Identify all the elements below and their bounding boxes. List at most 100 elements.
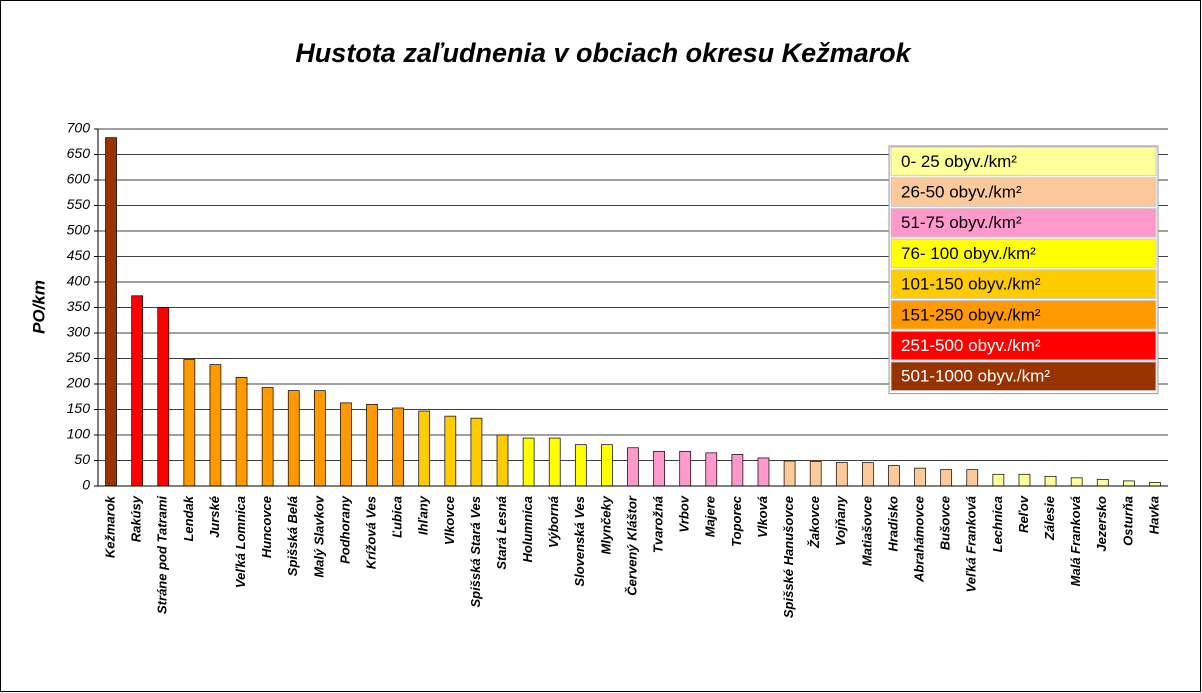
legend-swatch	[890, 361, 1157, 392]
bar	[783, 460, 796, 487]
bar	[392, 407, 404, 487]
x-tick-label: Spišské Hanušovce	[781, 496, 796, 618]
legend-label: 501-1000 obyv./km²	[901, 367, 1050, 386]
x-tick-label: Podhorany	[337, 495, 352, 564]
bar	[940, 469, 953, 487]
y-tick-label: 600	[67, 171, 91, 187]
bar	[470, 417, 483, 487]
x-tick-label: Červený Kláštor	[624, 495, 639, 596]
bar	[261, 387, 274, 487]
y-tick-label: 200	[66, 375, 91, 391]
x-tick-label: Jurské	[207, 496, 222, 538]
bar	[914, 467, 926, 487]
bar	[992, 473, 1005, 487]
x-tick-label: Bušovce	[938, 496, 953, 550]
bar	[1070, 477, 1083, 487]
x-tick-label: Hradisko	[885, 496, 900, 552]
bar	[731, 454, 744, 487]
bar	[522, 437, 535, 487]
bar	[653, 450, 665, 487]
x-tick-label: Tvarožná	[651, 496, 666, 553]
y-tick-label: 250	[66, 349, 91, 365]
legend-swatch	[890, 207, 1157, 238]
x-tick-label: Lendak	[181, 495, 196, 541]
y-tick-label: 700	[67, 120, 91, 136]
y-axis-label: PO/km	[29, 280, 48, 334]
bar	[1044, 475, 1057, 487]
bar	[131, 295, 143, 487]
legend-swatch	[890, 177, 1157, 207]
x-tick-label: Zálesie	[1042, 496, 1057, 541]
bar	[548, 437, 561, 487]
bar	[888, 465, 900, 487]
x-tick-label: Lechnica	[990, 496, 1005, 552]
bar	[340, 402, 352, 487]
legend-swatch	[890, 330, 1157, 361]
x-tick-label: Osturňa	[1120, 496, 1135, 546]
bar	[209, 364, 222, 487]
y-tick-label: 350	[67, 298, 91, 314]
legend-label: 151-250 obyv./km²	[901, 305, 1041, 324]
x-tick-label: Stará Lesná	[494, 496, 509, 570]
y-tick-label: 650	[67, 145, 91, 161]
x-tick-label: Spišská Belá	[285, 496, 300, 576]
legend-label: 251-500 obyv./km²	[901, 336, 1041, 355]
bar	[105, 137, 117, 487]
x-tick-label: Rakúsy	[129, 495, 144, 542]
bar	[418, 410, 431, 487]
y-tick-label: 400	[67, 273, 91, 289]
legend-swatch	[890, 238, 1157, 269]
x-tick-label: Výborná	[546, 496, 561, 548]
x-tick-label: Slovenská Ves	[572, 496, 587, 587]
x-tick-label: Ľubica	[390, 496, 405, 538]
bar	[1123, 480, 1135, 487]
bar	[157, 307, 170, 487]
y-tick-label: 150	[67, 400, 91, 416]
bar	[601, 444, 613, 487]
x-tick-label: Abrahámovce	[912, 496, 927, 583]
bar	[757, 457, 770, 487]
bar	[313, 390, 326, 487]
y-tick-label: 300	[67, 324, 91, 340]
x-tick-label: Vlkovce	[442, 496, 457, 545]
y-tick-label: 0	[82, 477, 90, 493]
x-tick-label: Veľká Franková	[964, 496, 979, 592]
x-tick-label: Majere	[703, 496, 718, 537]
bar	[862, 462, 874, 487]
bar	[627, 447, 639, 487]
bar	[183, 359, 196, 487]
bar	[966, 469, 979, 487]
x-tick-label: Vojňany	[833, 495, 848, 546]
x-tick-label: Reľov	[1016, 495, 1031, 533]
y-tick-label: 500	[67, 222, 91, 238]
bar	[444, 415, 457, 487]
bar	[366, 404, 378, 487]
x-tick-label: Matiašovce	[859, 496, 874, 566]
x-tick-label: Toporec	[729, 495, 744, 547]
x-tick-label: Havka	[1146, 496, 1161, 534]
x-tick-label: Veľká Lomnica	[233, 496, 248, 588]
x-tick-label: Holumnica	[520, 496, 535, 562]
x-tick-label: Malá Franková	[1068, 496, 1083, 586]
x-tick-label: Krížová Ves	[363, 496, 378, 569]
x-tick-label: Stráne pod Tatrami	[155, 496, 170, 614]
x-tick-label: Spišská Stará Ves	[468, 496, 483, 608]
bar	[574, 444, 587, 487]
legend-label: 26-50 obyv./km²	[901, 183, 1022, 202]
y-tick-label: 100	[67, 426, 91, 442]
x-tick-label: Kežmarok	[102, 495, 117, 558]
y-tick-label: 550	[67, 196, 91, 212]
bar	[679, 450, 692, 487]
bar	[287, 390, 300, 487]
x-tick-label: Vrbov	[677, 495, 692, 532]
y-tick-label: 450	[67, 247, 91, 263]
legend-label: 101-150 obyv./km²	[901, 275, 1041, 294]
bar	[235, 377, 248, 487]
chart-title: Hustota zaľudnenia v obciach okresu Kežm…	[295, 38, 912, 68]
x-tick-label: Ihľany	[416, 495, 431, 535]
x-tick-label: Huncovce	[259, 496, 274, 558]
legend-label: 51-75 obyv./km²	[901, 213, 1022, 232]
x-tick-label: Žakovce	[807, 496, 822, 549]
legend-swatch	[890, 300, 1157, 330]
